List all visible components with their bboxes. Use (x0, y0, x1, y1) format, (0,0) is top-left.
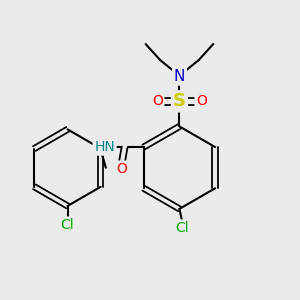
Text: HN: HN (94, 140, 115, 154)
Text: O: O (196, 94, 207, 108)
Text: Cl: Cl (61, 218, 74, 232)
Text: O: O (152, 94, 163, 108)
Text: Cl: Cl (176, 221, 189, 235)
Text: S: S (173, 92, 186, 110)
Text: O: O (116, 162, 127, 176)
Text: N: N (174, 69, 185, 84)
